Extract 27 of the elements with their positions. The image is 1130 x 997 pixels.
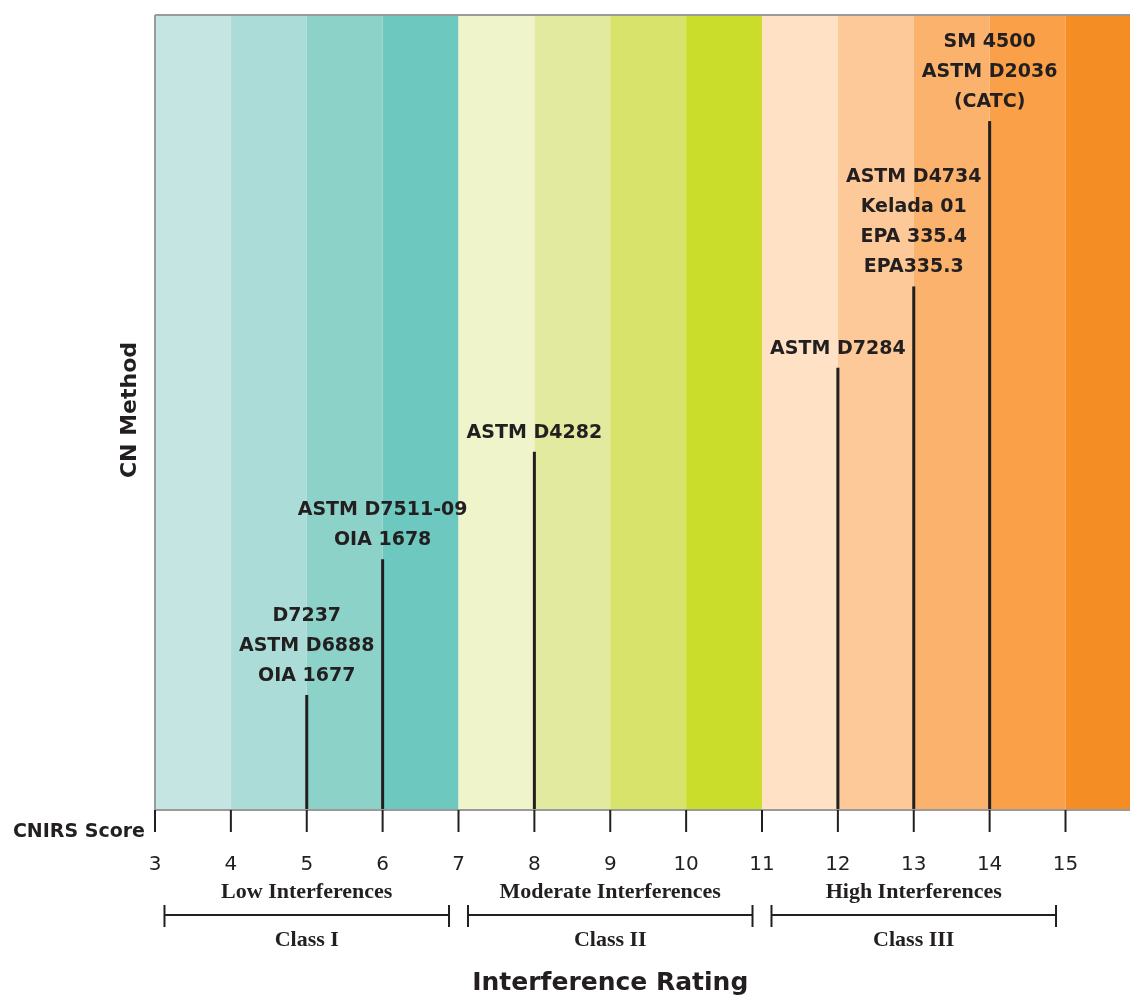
x-tick-label: 4 [224,851,238,875]
x-tick-label: 11 [749,851,775,875]
x-tick-label: 14 [976,851,1003,875]
text: Low Interferences [221,878,393,903]
x-tick-label: 12 [825,851,851,875]
x-tick-label: 3 [148,851,162,875]
text: High Interferences [825,878,1003,903]
x-tick-label: 8 [528,851,541,875]
annotation: ASTM D4282 [466,419,603,442]
x-axis-title: Interference Rating [472,967,749,996]
annotation: D7237 ASTM D6888 OIA 1677 [238,602,375,685]
x-tick-label: 7 [452,851,465,875]
annotation: ASTM D4734 Kelada 01 EPA 335.4 EPA335.3 [845,164,982,277]
x-tick-label: 10 [673,851,699,875]
x-tick-label: 5 [300,851,314,875]
text: Class I [274,926,339,951]
text: Class III [873,926,955,951]
x-tick-label: 13 [901,851,927,875]
x-tick-label: 9 [603,851,617,875]
x-tick-label: 6 [376,851,389,875]
annotation: SM 4500 ASTM D2036 (CATC) [921,29,1058,112]
y-axis-title: CN Method [116,341,141,479]
text: Moderate Interferences [499,878,722,903]
text: CNIRS Score [12,819,145,841]
annotation: ASTM D7284 [770,335,906,358]
text: Class II [573,926,647,951]
x-tick-label: 15 [1052,851,1079,875]
